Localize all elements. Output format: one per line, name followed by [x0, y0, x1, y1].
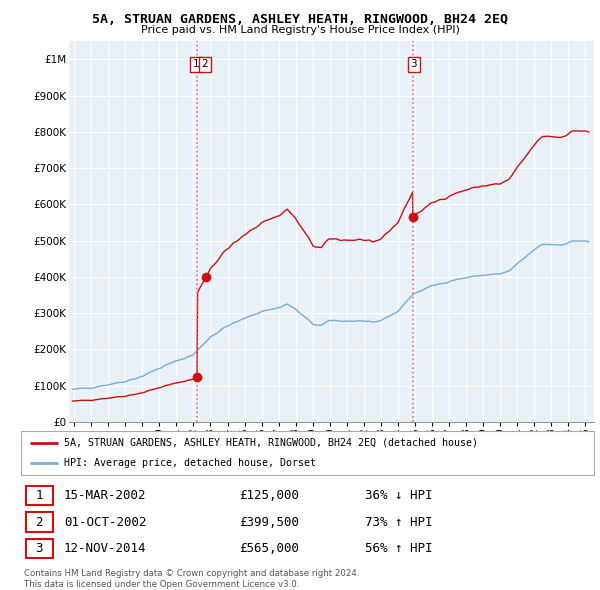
Text: 5A, STRUAN GARDENS, ASHLEY HEATH, RINGWOOD, BH24 2EQ (detached house): 5A, STRUAN GARDENS, ASHLEY HEATH, RINGWO… [64, 438, 478, 448]
Bar [26, 486, 53, 505]
Text: 5A, STRUAN GARDENS, ASHLEY HEATH, RINGWOOD, BH24 2EQ: 5A, STRUAN GARDENS, ASHLEY HEATH, RINGWO… [92, 13, 508, 26]
Text: 12-NOV-2014: 12-NOV-2014 [64, 542, 146, 555]
Text: 2: 2 [202, 59, 208, 69]
Text: 15-MAR-2002: 15-MAR-2002 [64, 489, 146, 502]
Text: 73% ↑ HPI: 73% ↑ HPI [365, 516, 432, 529]
Text: 1: 1 [35, 489, 43, 502]
Bar [26, 539, 53, 558]
Text: Contains HM Land Registry data © Crown copyright and database right 2024.
This d: Contains HM Land Registry data © Crown c… [24, 569, 359, 589]
Text: 01-OCT-2002: 01-OCT-2002 [64, 516, 146, 529]
Text: 3: 3 [35, 542, 43, 555]
Bar [26, 512, 53, 532]
Text: 56% ↑ HPI: 56% ↑ HPI [365, 542, 432, 555]
Text: 36% ↓ HPI: 36% ↓ HPI [365, 489, 432, 502]
Text: Price paid vs. HM Land Registry's House Price Index (HPI): Price paid vs. HM Land Registry's House … [140, 25, 460, 35]
Text: £565,000: £565,000 [239, 542, 299, 555]
Text: £125,000: £125,000 [239, 489, 299, 502]
Text: HPI: Average price, detached house, Dorset: HPI: Average price, detached house, Dors… [64, 458, 316, 468]
Text: 2: 2 [35, 516, 43, 529]
Text: £399,500: £399,500 [239, 516, 299, 529]
Text: 1: 1 [193, 59, 199, 69]
Text: 3: 3 [410, 59, 417, 69]
